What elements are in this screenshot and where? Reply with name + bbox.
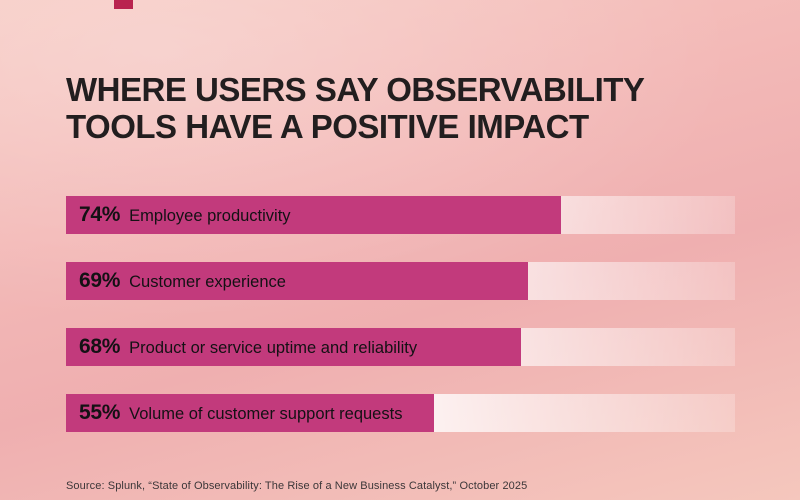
bar-fill: 74% Employee productivity (66, 195, 562, 234)
bar-label: Employee productivity (129, 206, 291, 225)
bar-text: 68% Product or service uptime and reliab… (66, 335, 417, 359)
source-citation: Source: Splunk, “State of Observability:… (66, 480, 528, 492)
bar-label: Customer experience (129, 272, 286, 291)
chart-title: WHERE USERS SAY OBSERVABILITY TOOLS HAVE… (66, 71, 644, 145)
bar-value: 55% (79, 400, 121, 424)
bar-text: 74% Employee productivity (66, 203, 291, 227)
bar-value: 68% (79, 334, 121, 358)
bar-chart: 74% Employee productivity 69% Customer e… (66, 195, 735, 432)
bar-label: Product or service uptime and reliabilit… (129, 338, 418, 357)
bar-fill: 55% Volume of customer support requests (66, 393, 434, 432)
logo-mark (114, 0, 133, 9)
bar-text: 55% Volume of customer support requests (66, 401, 402, 425)
bar-fill: 69% Customer experience (66, 261, 528, 300)
bar-value: 69% (79, 268, 121, 292)
bar-row: 68% Product or service uptime and reliab… (66, 327, 735, 366)
bar-label: Volume of customer support requests (129, 404, 403, 423)
content-area: WHERE USERS SAY OBSERVABILITY TOOLS HAVE… (66, 0, 735, 500)
bar-value: 74% (79, 202, 121, 226)
bar-fill: 68% Product or service uptime and reliab… (66, 327, 521, 366)
bar-row: 74% Employee productivity (66, 195, 735, 234)
bar-row: 69% Customer experience (66, 261, 735, 300)
bar-text: 69% Customer experience (66, 269, 286, 293)
bar-row: 55% Volume of customer support requests (66, 393, 735, 432)
